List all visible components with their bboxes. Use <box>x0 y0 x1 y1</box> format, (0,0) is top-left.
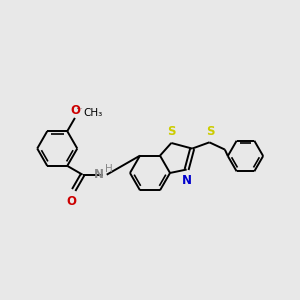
Text: methoxy: methoxy <box>76 108 82 109</box>
Text: O: O <box>67 195 77 208</box>
Text: S: S <box>206 125 214 138</box>
Text: S: S <box>167 125 176 138</box>
Text: H: H <box>105 164 112 174</box>
Text: N: N <box>182 174 192 187</box>
Text: O: O <box>70 104 80 117</box>
Text: CH₃: CH₃ <box>83 108 102 118</box>
Text: N: N <box>94 169 104 182</box>
